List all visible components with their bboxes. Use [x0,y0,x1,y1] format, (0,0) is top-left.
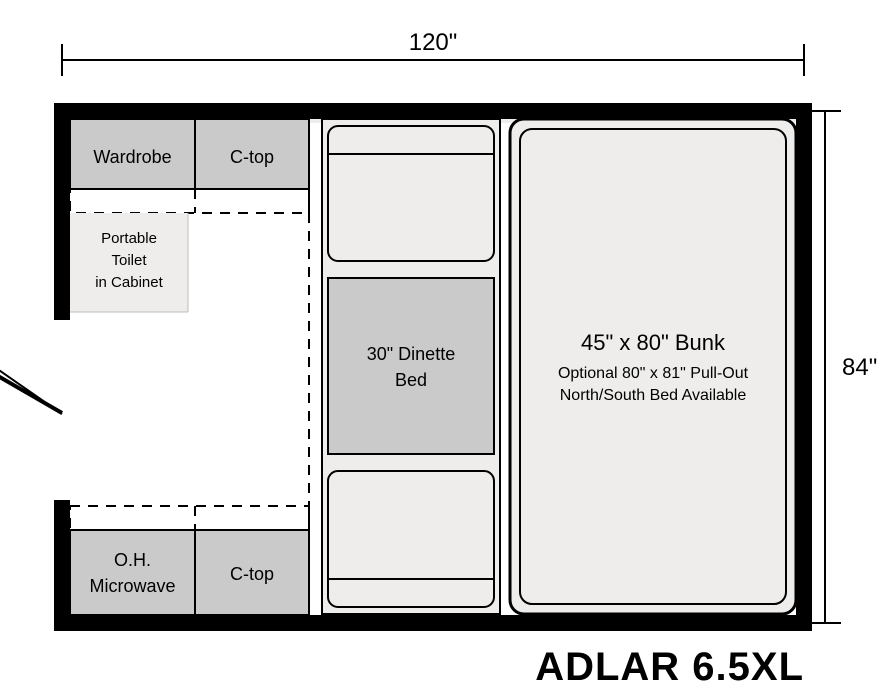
floor-plan-diagram: 120" 84" Wardrobe C-top Portable Toilet in Cab… [0,0,895,695]
model-title: ADLAR 6.5XL [535,645,804,689]
toilet-cabinet: Portable Toilet in Cabinet [70,213,188,312]
dimension-width: 120" [62,29,804,76]
bunk-area: 45" x 80" Bunk Optional 80" x 81" Pull-Ou… [510,119,796,614]
door-icon [0,360,62,415]
toilet-line2: Toilet [111,252,147,269]
dimension-height: 84" [809,111,877,623]
toilet-line1: Portable [101,230,157,247]
dinette-line1: 30" Dinette [367,344,455,364]
bunk-sub1: Optional 80" x 81" Pull-Out [558,365,749,382]
width-label: 120" [409,29,458,56]
microwave-line2: Microwave [89,576,175,596]
ctop-top-label: C-top [230,147,274,167]
microwave-line1: O.H. [114,550,151,570]
wardrobe-label: Wardrobe [93,147,171,167]
toilet-line3: in Cabinet [95,274,163,291]
microwave-box [70,530,195,615]
ctop-bottom-label: C-top [230,564,274,584]
dinette-line2: Bed [395,370,427,390]
bunk-sub2: North/South Bed Available [560,387,747,404]
height-label: 84" [842,354,877,381]
bunk-title: 45" x 80" Bunk [581,330,726,355]
dinette-area: 30" Dinette Bed [322,119,500,614]
